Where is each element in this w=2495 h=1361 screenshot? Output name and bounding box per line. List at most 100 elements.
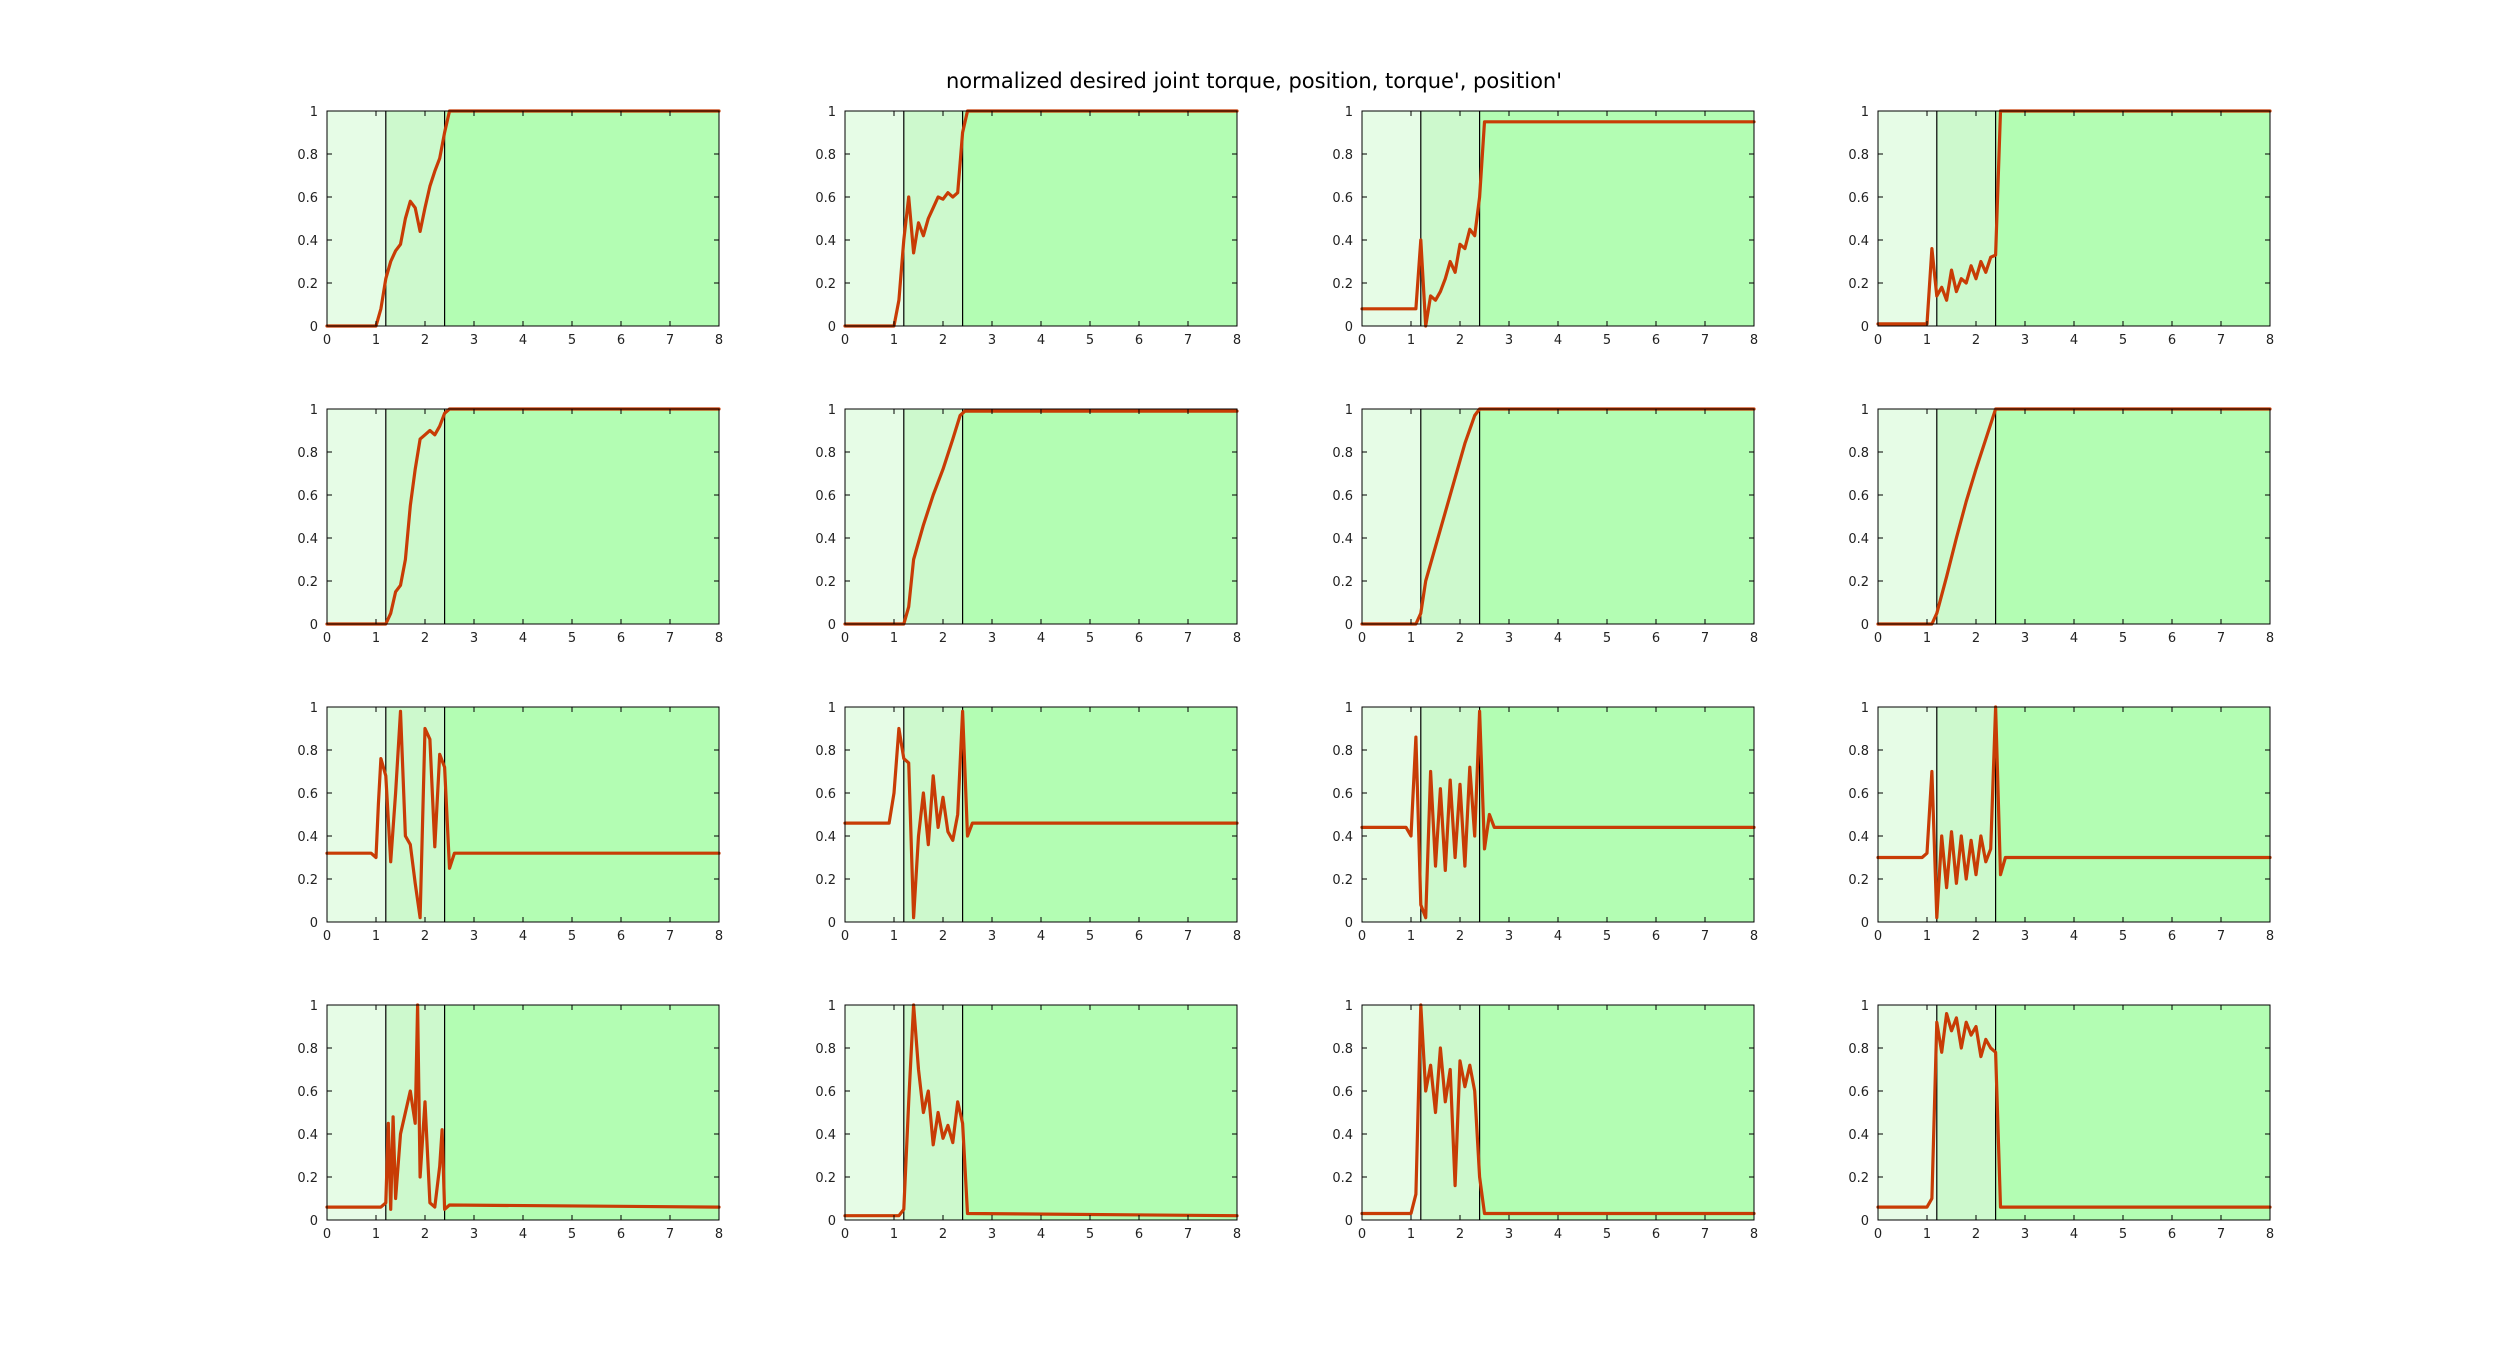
x-tick-label: 6 [617, 333, 625, 348]
y-tick-label: 0.4 [1332, 830, 1353, 845]
phase-band-1 [845, 707, 904, 922]
phase-band-1 [1878, 409, 1937, 624]
y-tick-label: 0.4 [1848, 1128, 1869, 1143]
x-tick-label: 8 [2266, 929, 2274, 944]
y-tick-label: 0.8 [815, 1042, 836, 1057]
series-line [843, 409, 1239, 626]
x-tick-label: 1 [890, 631, 898, 646]
x-tick-label: 3 [988, 333, 996, 348]
series-line [1876, 705, 2272, 920]
y-tick-label: 0.4 [815, 1128, 836, 1143]
y-tick-label: 0.4 [815, 830, 836, 845]
x-tick-label: 2 [421, 333, 429, 348]
x-tick-label: 2 [939, 631, 947, 646]
x-tick-label: 0 [323, 1227, 331, 1242]
series-line [1876, 1011, 2272, 1209]
x-tick-label: 8 [2266, 1227, 2274, 1242]
x-tick-label: 6 [1135, 1227, 1143, 1242]
x-tick-label: 6 [1652, 333, 1660, 348]
subplot-r1-c4: 0 1 2 3 4 5 6 7 8 0 0.2 0.4 0.6 0.8 1 [1848, 105, 2274, 348]
y-tick-label: 0.8 [297, 744, 318, 759]
x-tick-label: 1 [1407, 929, 1415, 944]
phase-band-1 [1878, 111, 1937, 326]
y-tick-label: 0 [310, 1214, 318, 1229]
x-tick-label: 2 [421, 1227, 429, 1242]
y-tick-label: 0 [1861, 618, 1869, 633]
x-tick-label: 8 [715, 631, 723, 646]
x-tick-label: 8 [1233, 333, 1241, 348]
y-tick-label: 0.4 [297, 234, 318, 249]
y-tick-label: 0.2 [815, 575, 836, 590]
y-tick-label: 1 [828, 105, 836, 120]
phase-band-3 [962, 707, 1237, 922]
x-tick-label: 0 [1358, 929, 1366, 944]
phase-band-3 [444, 707, 719, 922]
series-line [325, 1003, 721, 1211]
y-tick-label: 0.4 [297, 830, 318, 845]
y-tick-label: 1 [310, 105, 318, 120]
phase-band-1 [845, 409, 904, 624]
subplot-r3-c3: 0 1 2 3 4 5 6 7 8 0 0.2 0.4 0.6 0.8 1 [1332, 701, 1758, 944]
x-tick-label: 4 [1554, 929, 1562, 944]
x-tick-label: 4 [519, 929, 527, 944]
phase-band-3 [962, 111, 1237, 326]
x-tick-label: 5 [1603, 1227, 1611, 1242]
x-tick-label: 1 [372, 333, 380, 348]
x-tick-label: 0 [323, 333, 331, 348]
y-tick-label: 0.8 [1848, 446, 1869, 461]
y-tick-label: 0 [1345, 618, 1353, 633]
y-tick-label: 0.6 [1848, 191, 1869, 206]
x-tick-label: 8 [1750, 631, 1758, 646]
x-tick-label: 3 [988, 1227, 996, 1242]
x-tick-label: 6 [1135, 929, 1143, 944]
phase-band-1 [845, 111, 904, 326]
y-tick-label: 0 [828, 1214, 836, 1229]
y-tick-label: 1 [1345, 701, 1353, 716]
phase-band-1 [327, 111, 386, 326]
x-tick-label: 8 [715, 1227, 723, 1242]
subplot-r2-c2: 0 1 2 3 4 5 6 7 8 0 0.2 0.4 0.6 0.8 1 [815, 403, 1241, 646]
x-tick-label: 8 [2266, 631, 2274, 646]
x-tick-label: 1 [372, 1227, 380, 1242]
x-tick-label: 2 [1972, 333, 1980, 348]
x-tick-label: 3 [470, 1227, 478, 1242]
x-tick-label: 7 [666, 333, 674, 348]
phase-band-1 [845, 1005, 904, 1220]
phase-band-2 [1936, 409, 1996, 624]
x-tick-label: 7 [1184, 1227, 1192, 1242]
x-tick-label: 2 [939, 333, 947, 348]
x-tick-label: 6 [2168, 333, 2176, 348]
x-tick-label: 2 [939, 1227, 947, 1242]
x-tick-label: 6 [1652, 1227, 1660, 1242]
y-tick-label: 0.2 [1848, 575, 1869, 590]
x-tick-label: 0 [841, 631, 849, 646]
x-tick-label: 5 [2119, 929, 2127, 944]
x-tick-label: 8 [2266, 333, 2274, 348]
series-line [843, 109, 1239, 328]
x-tick-label: 2 [1456, 929, 1464, 944]
series-line [325, 709, 721, 920]
x-tick-label: 4 [1037, 1227, 1045, 1242]
y-tick-label: 0.4 [1332, 234, 1353, 249]
phase-band-2 [1936, 1005, 1996, 1220]
x-tick-label: 1 [890, 333, 898, 348]
y-tick-label: 1 [1345, 105, 1353, 120]
x-tick-label: 1 [890, 929, 898, 944]
x-tick-label: 0 [841, 1227, 849, 1242]
y-tick-label: 1 [828, 701, 836, 716]
x-tick-label: 7 [1701, 631, 1709, 646]
subplot-r3-c2: 0 1 2 3 4 5 6 7 8 0 0.2 0.4 0.6 0.8 1 [815, 701, 1241, 944]
y-tick-label: 0.4 [815, 532, 836, 547]
x-tick-label: 4 [2070, 631, 2078, 646]
x-tick-label: 5 [1086, 333, 1094, 348]
x-tick-label: 4 [1554, 631, 1562, 646]
y-tick-label: 0.6 [297, 489, 318, 504]
y-tick-label: 0.6 [1332, 489, 1353, 504]
x-tick-label: 1 [1407, 333, 1415, 348]
x-tick-label: 5 [1603, 333, 1611, 348]
y-tick-label: 0.2 [1332, 873, 1353, 888]
y-tick-label: 0.2 [815, 1171, 836, 1186]
series-line [1876, 109, 2272, 326]
subplot-r4-c4: 0 1 2 3 4 5 6 7 8 0 0.2 0.4 0.6 0.8 1 [1848, 999, 2274, 1242]
